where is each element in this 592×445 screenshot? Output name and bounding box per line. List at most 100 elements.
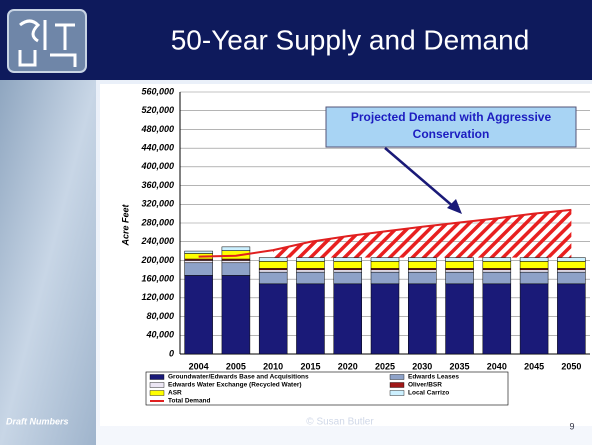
legend-swatch (150, 383, 164, 388)
y-tick-label: 280,000 (140, 217, 174, 227)
slide-title: 50-Year Supply and Demand (171, 24, 530, 55)
bar-segment (296, 261, 324, 268)
x-tick-label: 2004 (189, 361, 209, 371)
bar-segment (408, 272, 436, 284)
bar-segment (520, 261, 548, 268)
y-tick-label: 40,000 (145, 330, 174, 340)
bar-segment (408, 284, 436, 354)
bar-segment (371, 258, 399, 262)
bar-segment (259, 284, 287, 354)
bar-segment (483, 270, 511, 272)
bar-segment (483, 284, 511, 354)
bar-segment (371, 272, 399, 284)
y-tick-label: 120,000 (141, 292, 174, 302)
bar-segment (222, 263, 250, 276)
x-tick-label: 2020 (338, 361, 358, 371)
y-tick-label: 240,000 (140, 236, 174, 246)
bar-segment (334, 284, 362, 354)
y-tick-label: 160,000 (141, 274, 174, 284)
bar-segment (557, 270, 585, 272)
y-tick-label: 440,000 (140, 143, 174, 153)
x-tick-label: 2030 (412, 361, 432, 371)
legend-label: Local Carrizo (408, 390, 449, 397)
bar-segment (334, 258, 362, 262)
y-tick-label: 0 (169, 348, 174, 358)
x-tick-label: 2045 (524, 361, 544, 371)
y-tick-label: 520,000 (141, 105, 174, 115)
y-tick-label: 80,000 (146, 311, 174, 321)
legend-swatch (390, 383, 404, 388)
side-image (0, 80, 96, 445)
bar-segment (185, 251, 213, 253)
y-tick-label: 400,000 (140, 161, 174, 171)
y-tick-label: 360,000 (141, 180, 174, 190)
bar-segment (259, 261, 287, 268)
bar-segment (520, 284, 548, 354)
legend-label: Groundwater/Edwards Base and Acquisition… (168, 374, 309, 381)
x-tick-label: 2040 (487, 361, 507, 371)
slide: 50-Year Supply and Demand Acre Feet Draf… (0, 0, 592, 445)
bar-segment (557, 284, 585, 354)
bar-segment (222, 260, 250, 262)
bar-segment (483, 272, 511, 284)
bar-segment (296, 258, 324, 262)
logo (8, 10, 86, 72)
bar-segment (259, 270, 287, 272)
footer-center: © Susan Butler (306, 417, 374, 428)
y-tick-label: 480,000 (140, 124, 174, 134)
bar-segment (557, 258, 585, 262)
bar-segment (446, 261, 474, 268)
legend-swatch (150, 391, 164, 396)
y-axis-label: Acre Feet (120, 203, 130, 246)
bar-segment (446, 272, 474, 284)
bar-segment (185, 263, 213, 276)
x-tick-label: 2015 (300, 361, 320, 371)
y-tick-label: 560,000 (141, 86, 174, 96)
bar-segment (446, 270, 474, 272)
bar-segment (520, 258, 548, 262)
legend-label: Edwards Water Exchange (Recycled Water) (168, 382, 302, 389)
x-tick-label: 2010 (263, 361, 283, 371)
bar-segment (446, 284, 474, 354)
y-tick-label: 320,000 (141, 199, 174, 209)
bar-segment (185, 260, 213, 262)
bar-segment (334, 270, 362, 272)
page-number: 9 (569, 421, 574, 431)
bar-segment (483, 258, 511, 262)
bar-segment (334, 272, 362, 284)
bar-segment (520, 272, 548, 284)
y-tick-label: 200,000 (140, 255, 174, 265)
bar-segment (296, 284, 324, 354)
bar-segment (371, 284, 399, 354)
legend-label: Oliver/BSR (408, 382, 442, 389)
bar-segment (371, 261, 399, 268)
x-tick-label: 2025 (375, 361, 395, 371)
bar-segment (557, 272, 585, 284)
bar-segment (259, 272, 287, 284)
legend-label: ASR (168, 390, 182, 397)
chart: 50-Year Supply and Demand Acre Feet Draf… (0, 0, 592, 445)
bar-segment (408, 258, 436, 262)
bar-segment (557, 261, 585, 268)
bar-segment (334, 261, 362, 268)
bar-segment (222, 275, 250, 354)
bar-segment (371, 270, 399, 272)
bar-segment (259, 258, 287, 262)
bar-segment (296, 270, 324, 272)
bar-segment (520, 270, 548, 272)
bar-segment (408, 261, 436, 268)
x-tick-label: 2035 (450, 361, 470, 371)
bar-segment (222, 247, 250, 251)
legend-label: Total Demand (168, 398, 211, 405)
footer-left: Draft Numbers (6, 416, 69, 426)
bar-segment (408, 270, 436, 272)
bar-segment (483, 261, 511, 268)
bar-segment (185, 275, 213, 354)
x-tick-label: 2050 (561, 361, 581, 371)
legend-swatch (390, 375, 404, 380)
bar-segment (296, 272, 324, 284)
legend-label: Edwards Leases (408, 374, 459, 381)
legend-swatch (390, 391, 404, 396)
x-tick-label: 2005 (226, 361, 246, 371)
bar-segment (446, 258, 474, 262)
